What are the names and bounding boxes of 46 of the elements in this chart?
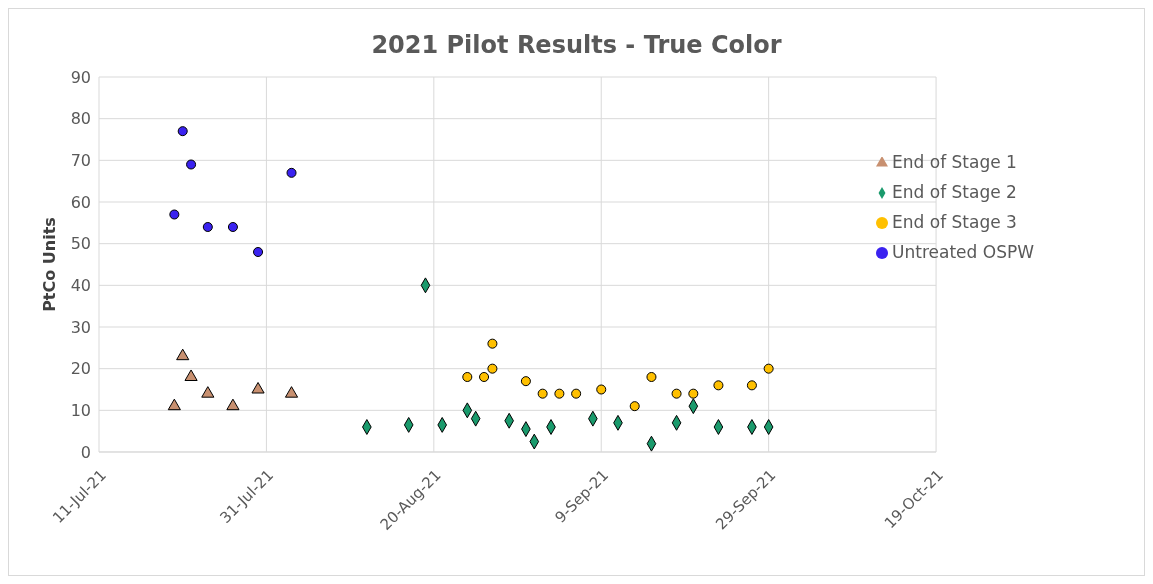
point [571,388,582,399]
point [227,221,238,233]
point [596,384,607,395]
point [186,159,197,170]
point [763,363,774,374]
y-tick-label: 30 [70,317,91,337]
point [284,386,299,398]
point [226,398,240,411]
point [167,398,181,411]
y-axis-title: PtCo Units [39,217,59,312]
point [537,388,548,399]
legend-label: End of Stage 1 [892,152,1017,172]
point [253,246,264,258]
point [286,167,297,178]
point [479,371,490,383]
point [169,209,180,220]
y-tick-label: 50 [70,234,91,254]
point [487,363,498,374]
point [629,401,640,412]
legend-label: Untreated OSPW [892,242,1034,262]
point [202,221,213,233]
point [713,380,724,391]
point [177,126,188,137]
point [251,381,265,394]
point [201,386,215,398]
point [646,371,657,383]
y-tick-label: 80 [70,109,91,129]
y-tick-label: 0 [80,442,91,462]
point [184,369,198,382]
legend-label: End of Stage 3 [892,212,1017,232]
y-tick-label: 70 [70,151,91,171]
legend-label: End of Stage 2 [892,182,1017,202]
y-tick-label: 10 [70,401,91,421]
point [176,348,190,361]
point [746,380,757,391]
point [688,388,699,399]
point [554,388,565,399]
y-tick-label: 60 [70,192,91,212]
chart-title: 2021 Pilot Results - True Color [370,31,783,61]
point [487,338,498,349]
y-tick-label: 90 [70,67,91,87]
point [462,371,473,383]
point [520,376,531,387]
point [671,388,682,399]
y-tick-label: 40 [70,276,91,296]
y-tick-label: 20 [70,359,91,379]
